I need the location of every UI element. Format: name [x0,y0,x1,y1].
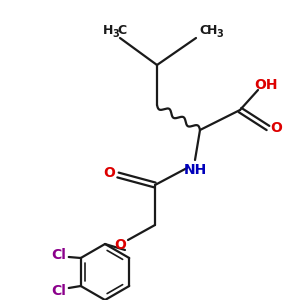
Text: O: O [114,238,126,252]
Text: Cl: Cl [51,248,66,262]
Text: NH: NH [183,163,207,177]
Text: Cl: Cl [51,284,66,298]
Text: O: O [103,166,115,180]
Text: C: C [200,23,208,37]
Text: H: H [207,23,217,37]
Text: O: O [270,121,282,135]
Text: OH: OH [254,78,278,92]
Text: C: C [117,23,127,37]
Text: 3: 3 [112,29,119,39]
Text: H: H [103,23,113,37]
Text: 3: 3 [217,29,224,39]
